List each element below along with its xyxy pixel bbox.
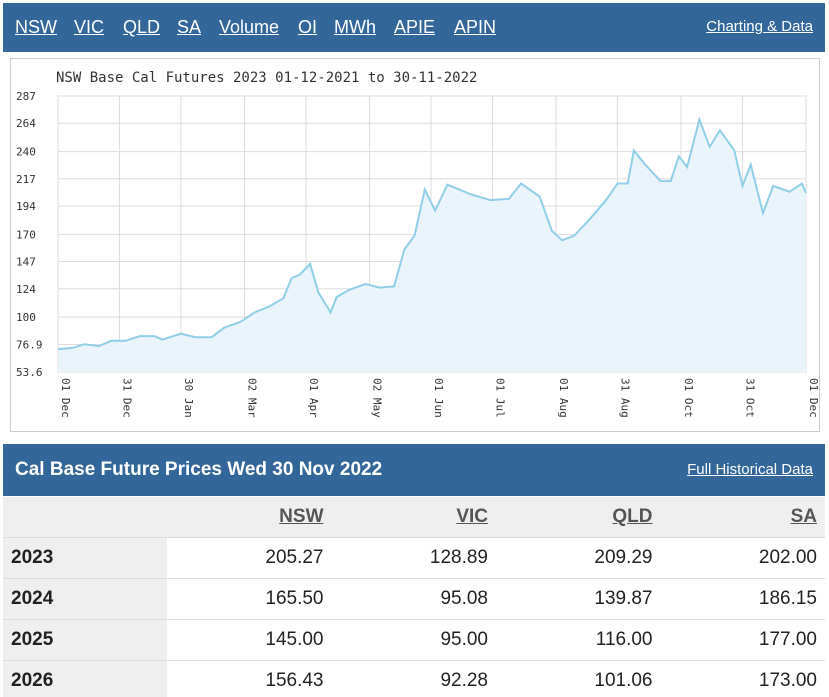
- x-tick-label: 01 Oct: [682, 378, 695, 418]
- y-tick-label: 147: [16, 256, 36, 269]
- price-cell: 92.28: [331, 660, 496, 697]
- column-header[interactable]: NSW: [167, 497, 332, 538]
- y-tick-label: 53.6: [16, 366, 43, 379]
- chart-frame: [10, 58, 820, 432]
- price-cell: 139.87: [496, 578, 661, 620]
- price-cell: 128.89: [331, 537, 496, 579]
- x-tick-label: 02 Mar: [245, 378, 258, 418]
- x-tick-label: 02 May: [370, 378, 383, 418]
- y-tick-label: 194: [16, 200, 36, 213]
- x-tick-label: 01 Dec: [59, 378, 72, 418]
- year-cell: 2025: [3, 619, 167, 661]
- nav-link[interactable]: NSW: [15, 17, 57, 37]
- price-cell: 177.00: [660, 619, 825, 661]
- column-header[interactable]: VIC: [331, 497, 496, 538]
- nav-link-right[interactable]: Charting & Data: [706, 18, 813, 35]
- price-cell: 209.29: [496, 537, 661, 579]
- section-title: Cal Base Future Prices Wed 30 Nov 2022: [15, 459, 383, 480]
- column-header[interactable]: QLD: [496, 497, 661, 538]
- year-cell: 2023: [3, 537, 167, 579]
- table-row: 2026 156.43 92.28 101.06 173.00: [3, 660, 825, 697]
- x-tick-label: 01 Aug: [557, 378, 570, 418]
- y-tick-label: 264: [16, 117, 36, 130]
- x-tick-label: 31 Aug: [618, 378, 631, 418]
- price-cell: 186.15: [660, 578, 825, 620]
- nav-link[interactable]: APIE: [394, 17, 436, 37]
- nav-link[interactable]: OI: [298, 17, 318, 37]
- y-tick-label: 287: [16, 90, 36, 103]
- price-cell: 165.50: [167, 578, 332, 620]
- price-cell: 202.00: [660, 537, 825, 579]
- price-cell: 173.00: [660, 660, 825, 697]
- price-cell: 95.00: [331, 619, 496, 661]
- x-tick-label: 01 Jun: [432, 378, 445, 418]
- x-tick-label: 31 Oct: [743, 378, 756, 418]
- price-cell: 101.06: [496, 660, 661, 697]
- price-table: NSW VIC QLD SA 2023 205.27 128.89 209.29 202.00 2…: [3, 497, 825, 697]
- column-header[interactable]: SA: [660, 497, 825, 538]
- x-tick-label: 01 Dec: [807, 378, 820, 418]
- y-tick-label: 100: [16, 311, 36, 324]
- price-line: [57, 116, 807, 351]
- price-cell: 205.27: [167, 537, 332, 579]
- x-tick-label: 01 Jul: [493, 378, 506, 418]
- price-cell: 95.08: [331, 578, 496, 620]
- table-row: 2024 165.50 95.08 139.87 186.15: [3, 578, 825, 620]
- y-tick-label: 170: [16, 228, 36, 241]
- table-row: 2023 205.27 128.89 209.29 202.00: [3, 537, 825, 579]
- area-fill: [58, 119, 806, 372]
- nav-link[interactable]: APIN: [454, 17, 497, 37]
- y-tick-label: 217: [16, 173, 36, 186]
- y-tick-label: 240: [16, 146, 36, 159]
- x-tick-label: 01 Apr: [307, 378, 320, 418]
- price-cell: 116.00: [496, 619, 661, 661]
- header-row: NSW VIC QLD SA: [3, 497, 825, 538]
- chart-title: NSW Base Cal Futures 2023 01-12-2021 to …: [56, 70, 477, 86]
- y-tick-label: 124: [16, 283, 36, 296]
- section-header: Cal Base Future Prices Wed 30 Nov 2022 F…: [3, 444, 825, 496]
- nav-link[interactable]: VIC: [74, 17, 105, 37]
- x-tick-label: 31 Dec: [120, 378, 133, 418]
- year-cell: 2024: [3, 578, 167, 620]
- x-tick-label: 30 Jan: [182, 378, 195, 418]
- nav-link[interactable]: MWh: [334, 17, 376, 37]
- price-cell: 145.00: [167, 619, 332, 661]
- nav-link[interactable]: Volume: [219, 17, 280, 37]
- nav-link[interactable]: SA: [177, 17, 202, 37]
- chart: NSW Base Cal Futures 2023 01-12-2021 to …: [16, 70, 820, 418]
- year-cell: 2026: [3, 660, 167, 697]
- y-tick-label: 76.9: [16, 338, 43, 351]
- price-cell: 156.43: [167, 660, 332, 697]
- historical-link[interactable]: Full Historical Data: [687, 461, 813, 478]
- nav-link[interactable]: QLD: [123, 17, 161, 37]
- corner-cell: [3, 497, 167, 538]
- table-row: 2025 145.00 95.00 116.00 177.00: [3, 619, 825, 661]
- nav-bar: NSW VIC QLD SA Volume OI MWh APIE APIN Charting &…: [3, 3, 825, 52]
